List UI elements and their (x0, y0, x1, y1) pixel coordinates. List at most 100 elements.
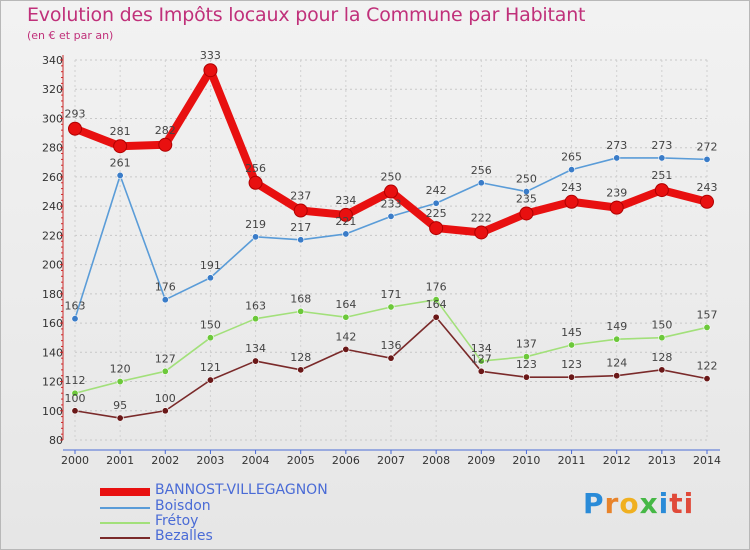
data-point-1 (613, 154, 621, 162)
y-tick-label: 340 (42, 54, 63, 67)
y-tick-label: 160 (42, 317, 63, 330)
data-point-0 (338, 207, 353, 222)
y-tick-label: 140 (42, 346, 63, 359)
data-point-2 (297, 307, 305, 315)
proxiti-logo: Proxiti (583, 487, 695, 520)
data-point-2 (658, 334, 666, 342)
data-point-0 (474, 225, 489, 240)
data-point-1 (297, 236, 305, 244)
data-point-0 (248, 175, 263, 190)
data-point-2 (161, 367, 169, 375)
data-point-3 (568, 373, 576, 381)
data-point-1 (71, 315, 79, 323)
chart-title: Evolution des Impôts locaux pour la Comm… (27, 4, 586, 26)
legend-swatch-bannost (100, 488, 150, 496)
data-label-3: 123 (561, 358, 582, 371)
data-label-2: 145 (561, 326, 582, 339)
data-label-1: 273 (606, 139, 627, 152)
x-tick-label: 2010 (512, 454, 540, 467)
data-label-2: 134 (471, 342, 492, 355)
data-label-1: 273 (651, 139, 672, 152)
data-point-3 (116, 414, 124, 422)
data-label-1: 272 (697, 140, 718, 153)
data-point-2 (522, 353, 530, 361)
data-point-0 (609, 200, 624, 215)
data-point-2 (206, 334, 214, 342)
data-label-1: 265 (561, 151, 582, 164)
data-label-3: 128 (290, 351, 311, 364)
data-point-1 (387, 212, 395, 220)
data-label-0: 251 (651, 169, 672, 182)
data-label-3: 122 (697, 360, 718, 373)
data-point-3 (432, 313, 440, 321)
data-point-2 (568, 341, 576, 349)
data-label-3: 136 (381, 339, 402, 352)
data-point-3 (522, 373, 530, 381)
data-label-0: 243 (561, 181, 582, 194)
data-point-0 (429, 221, 444, 236)
data-point-0 (158, 137, 173, 152)
data-label-1: 250 (516, 173, 537, 186)
data-label-0: 237 (290, 190, 311, 203)
data-label-2: 120 (110, 363, 131, 376)
data-label-3: 127 (471, 352, 492, 365)
y-tick-label: 120 (42, 376, 63, 389)
y-tick-label: 80 (49, 434, 63, 447)
x-tick-label: 2002 (151, 454, 179, 467)
data-label-0: 235 (516, 192, 537, 205)
chart-subtitle: (en € et par an) (27, 29, 114, 42)
legend-swatch-fretoy (100, 522, 150, 524)
data-point-0 (113, 139, 128, 154)
data-point-2 (387, 303, 395, 311)
data-point-2 (252, 315, 260, 323)
data-point-3 (297, 366, 305, 374)
data-point-2 (116, 378, 124, 386)
data-point-1 (522, 188, 530, 196)
data-point-0 (203, 63, 218, 78)
x-tick-label: 2014 (693, 454, 721, 467)
x-tick-label: 2003 (196, 454, 224, 467)
data-label-3: 100 (155, 392, 176, 405)
data-point-0 (384, 184, 398, 199)
legend-swatch-bezalles (100, 537, 150, 539)
data-label-0: 239 (606, 187, 627, 200)
y-tick-label: 300 (42, 112, 63, 125)
data-label-3: 134 (245, 342, 266, 355)
data-label-3: 100 (65, 392, 86, 405)
data-label-3: 142 (335, 330, 356, 343)
legend-label-bannost: BANNOST-VILLEGAGNON (155, 482, 328, 498)
data-label-1: 256 (471, 164, 492, 177)
data-label-2: 163 (245, 300, 266, 313)
data-label-2: 127 (155, 352, 176, 365)
data-label-0: 333 (200, 49, 221, 62)
x-tick-label: 2001 (106, 454, 134, 467)
legend-label-boisdon: Boisdon (155, 498, 211, 514)
data-point-1 (206, 274, 214, 282)
legend-label-bezalles: Bezalles (155, 528, 213, 544)
data-point-1 (432, 199, 440, 207)
data-label-1: 217 (290, 221, 311, 234)
data-label-0: 243 (697, 181, 718, 194)
x-tick-label: 2011 (558, 454, 586, 467)
data-point-3 (342, 345, 350, 353)
data-point-0 (519, 206, 534, 221)
data-label-2: 150 (200, 319, 221, 332)
data-label-1: 233 (381, 197, 402, 210)
y-tick-label: 180 (42, 288, 63, 301)
data-point-3 (703, 375, 711, 383)
data-point-0 (564, 194, 579, 209)
data-label-2: 112 (65, 374, 86, 387)
data-point-3 (613, 372, 621, 380)
data-point-1 (116, 171, 124, 179)
y-tick-label: 240 (42, 200, 63, 213)
data-point-1 (568, 166, 576, 174)
data-point-1 (342, 230, 350, 238)
data-label-3: 164 (426, 298, 447, 311)
data-point-0 (293, 203, 308, 218)
legend-swatch-boisdon (100, 507, 150, 509)
data-point-2 (477, 357, 485, 365)
data-point-2 (703, 323, 711, 331)
data-point-1 (161, 296, 169, 304)
